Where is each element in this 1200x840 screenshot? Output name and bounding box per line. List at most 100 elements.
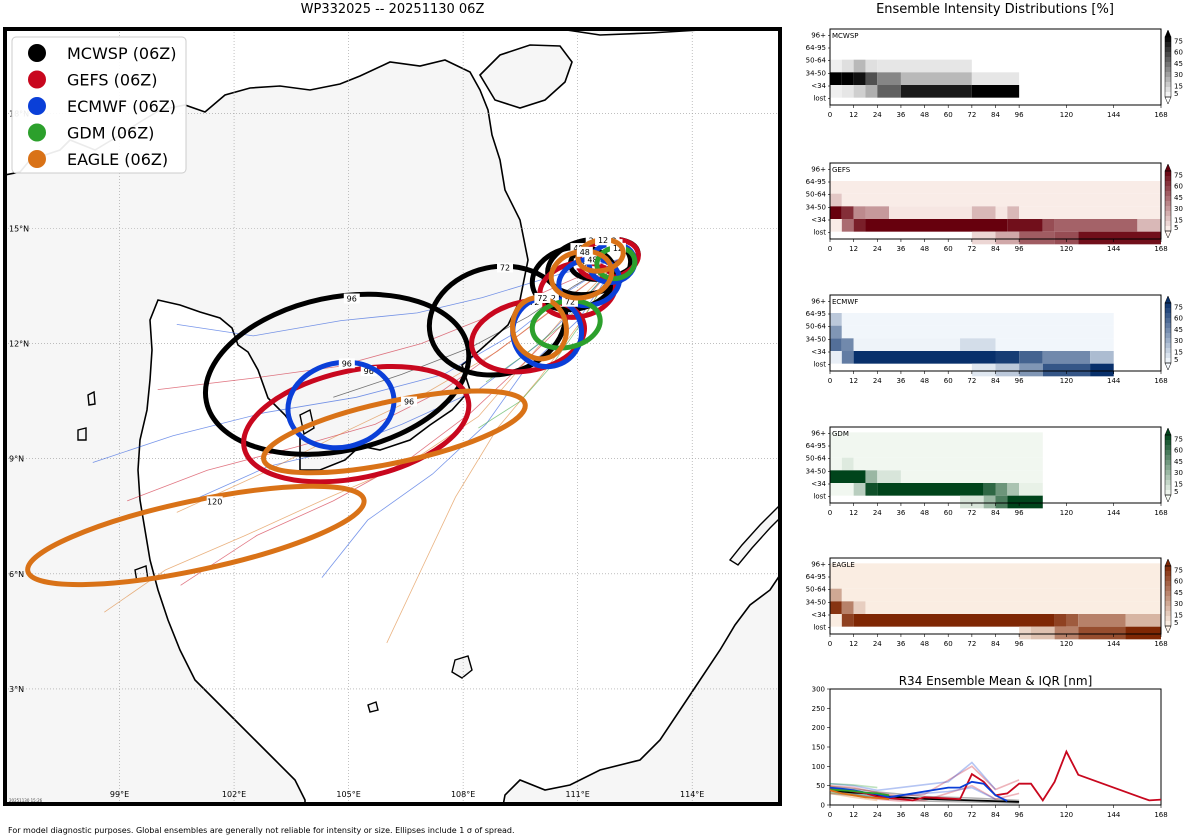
colorbar-segment (1165, 606, 1171, 612)
land-islet-3 (77, 427, 87, 441)
colorbar-tick-label: 75 (1174, 566, 1183, 574)
ellipse-label-bg (595, 235, 612, 246)
r34-y-label: 100 (812, 763, 825, 771)
lon-label: 99°E (110, 790, 129, 799)
heatmap-x-label: 84 (991, 111, 1000, 119)
heatmap-cell (853, 85, 866, 98)
heatmap-cell (830, 601, 842, 614)
heatmap-cell (865, 470, 878, 483)
r34-iqr-high-mcwsp (829, 785, 1020, 802)
ellipse-ring (25, 483, 367, 588)
heatmap-y-label: 64-95 (806, 310, 826, 318)
colorbar-segment (1165, 601, 1171, 607)
r34-x-label: 0 (828, 811, 832, 819)
ellipse-label-bg (343, 293, 360, 304)
heatmap-cell (960, 338, 996, 351)
heatmap-x-label: 48 (920, 640, 929, 648)
r34-mean-gefs (829, 749, 1162, 803)
heatmap-cell (971, 85, 1020, 98)
ellipse-label-bg (576, 246, 593, 257)
ellipse-label-bg (497, 262, 514, 273)
heatmap-cell (841, 601, 854, 614)
heatmap-y-label: lost (813, 361, 826, 369)
colorbar-frame (1164, 302, 1172, 364)
heatmap-y-label: 34-50 (806, 467, 826, 475)
heatmap-cell (1090, 363, 1114, 377)
heatmap-cell (900, 470, 1043, 483)
colorbar-segment (1165, 450, 1171, 456)
heatmap-y-label: 96+ (811, 560, 826, 568)
heatmap-y-label: 96+ (811, 31, 826, 39)
map-gridlines (5, 29, 780, 804)
lon-label: 105°E (336, 790, 360, 799)
ellipse-eagle-72: 72 (510, 292, 569, 362)
heatmap-y-label: 50-64 (806, 323, 827, 331)
ellipse-tau-label: 96 (364, 367, 374, 376)
heatmap-cell (877, 483, 984, 496)
heatmap-x-label: 60 (944, 111, 953, 119)
colorbar-segment (1165, 62, 1171, 68)
heatmap-cell (865, 601, 1161, 614)
heatmap-cell (1007, 206, 1020, 219)
heatmap-y-label: lost (813, 229, 826, 237)
ellipse-ring (529, 298, 603, 351)
colorbar-segment (1165, 92, 1171, 98)
heatmap-cell (853, 219, 866, 232)
r34-x-label: 12 (849, 811, 858, 819)
land-islet-1 (367, 701, 379, 713)
colorbar-segment (1165, 616, 1171, 622)
legend-marker-eagle (28, 150, 46, 168)
heatmap-cell (853, 457, 1043, 471)
land-hainan (478, 44, 573, 109)
ellipse-label-bg (206, 496, 223, 507)
colorbar-segment (1165, 196, 1171, 202)
ellipse-ecmwf-96: 96 (285, 358, 397, 451)
member-track (157, 258, 620, 390)
colorbar-bottom-arrow (1164, 230, 1172, 239)
heatmap-x-label: 24 (873, 245, 882, 253)
heatmap-y-label: 64-95 (806, 178, 826, 186)
heatmap-x-label: 36 (896, 509, 905, 517)
heatmap-cell (995, 495, 1008, 509)
heatmap-cell (853, 614, 1055, 627)
heatmap-cell (853, 483, 866, 496)
lat-label: 6°N (9, 570, 24, 579)
heatmap-cell (841, 219, 854, 232)
ellipse-eagle-12: 12 (575, 235, 626, 274)
heatmap-cell (995, 206, 1008, 219)
colorbar-segment (1165, 42, 1171, 48)
ellipse-ring (285, 359, 397, 451)
r34-mean-ecmwf (829, 780, 1008, 802)
colorbar-segment (1165, 186, 1171, 192)
heatmap-x-label: 60 (944, 245, 953, 253)
colorbar-tick-label: 60 (1174, 315, 1183, 323)
heatmap-panel-label: MCWSP (832, 32, 859, 40)
colorbar-tick-label: 5 (1174, 488, 1178, 496)
heatmap-y-label: 64-95 (806, 573, 826, 581)
r34-y-label: 200 (812, 724, 825, 732)
heatmap-cell (830, 614, 842, 627)
colorbar-tick-label: 30 (1174, 469, 1183, 477)
colorbar-top-arrow (1164, 427, 1172, 436)
map-frame (3, 27, 782, 806)
heatmap-y-label: 34-50 (806, 203, 826, 211)
heatmap-cell (853, 206, 866, 219)
colorbar-segment (1165, 460, 1171, 466)
lat-label: 15°N (9, 225, 29, 234)
ellipse-eagle-48: 48 (548, 246, 615, 301)
heatmap-x-label: 36 (896, 640, 905, 648)
colorbar-tick-label: 45 (1174, 194, 1183, 202)
colorbar-segment (1165, 440, 1171, 446)
colorbar-tick-label: 15 (1174, 348, 1183, 356)
heatmap-x-label: 60 (944, 509, 953, 517)
heatmap-cell (830, 470, 866, 483)
heatmap-cell (889, 206, 972, 219)
lon-label: 102°E (222, 790, 246, 799)
ellipse-tau-label: 96 (342, 359, 352, 368)
heatmap-x-label: 48 (920, 377, 929, 385)
lon-label: 108°E (451, 790, 475, 799)
heatmap-x-label: 144 (1107, 377, 1121, 385)
heatmap-y-label: 96+ (811, 429, 826, 437)
heatmap-y-label: <34 (811, 348, 826, 356)
heatmap-cell (1042, 351, 1091, 364)
